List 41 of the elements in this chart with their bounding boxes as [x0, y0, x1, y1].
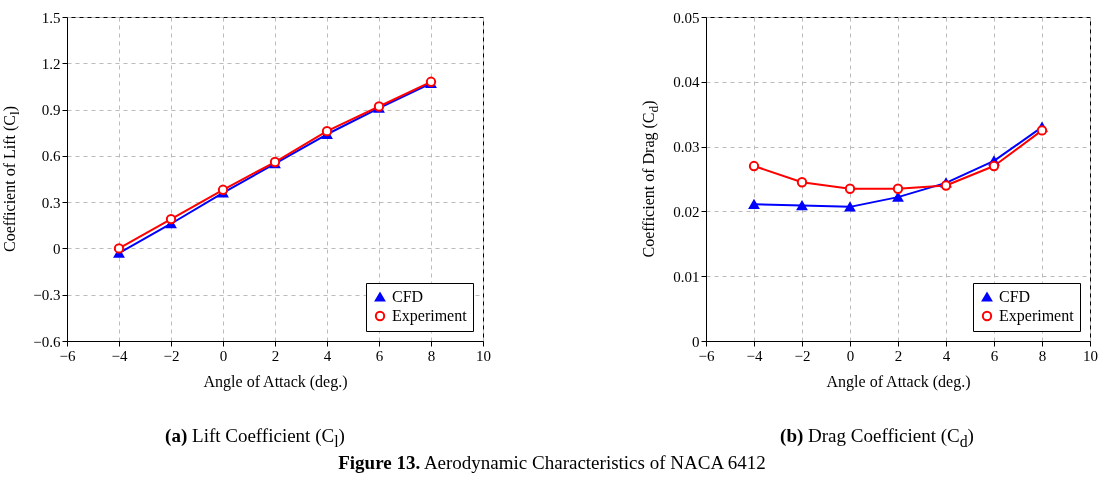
x-axis-title: Angle of Attack (deg.)	[826, 372, 971, 391]
y-tick-label: 0.05	[673, 9, 700, 26]
legend-label: CFD	[392, 288, 424, 305]
x-tick-label: −2	[794, 347, 811, 364]
x-tick-label: 4	[942, 347, 951, 364]
caption: Figure 13. Aerodynamic Characteristics of NACA 6412	[338, 452, 766, 473]
x-tick-label: 2	[894, 347, 903, 364]
y-tick-label: 0.04	[673, 74, 700, 91]
x-tick-label: −6	[698, 347, 715, 364]
text: (a) Lift Coefficient (C$_{l}$)	[165, 425, 345, 450]
x-tick-label: 10	[1083, 347, 1098, 364]
x-tick-label: 4	[323, 347, 332, 364]
y-tick-label: 0.01	[673, 268, 700, 285]
y-tick-label: 0.9	[41, 102, 61, 119]
x-tick-label: −4	[746, 347, 763, 364]
legend-label: CFD	[999, 288, 1031, 305]
x-tick-label: 0	[219, 347, 228, 364]
legend-label: Experiment	[392, 307, 468, 325]
text: (b) Drag Coefficient (C$_{d}$)	[780, 425, 974, 450]
y-tick-label: −0.3	[33, 287, 61, 304]
y-tick-label: 1.5	[41, 9, 61, 26]
x-tick-label: −6	[59, 347, 76, 364]
y-tick-label: 0	[53, 240, 61, 257]
x-tick-label: 6	[990, 347, 999, 364]
x-tick-label: −4	[111, 347, 128, 364]
x-tick-label: 6	[375, 347, 384, 364]
legend-label: Experiment	[999, 307, 1075, 325]
x-tick-label: 8	[427, 347, 436, 364]
x-tick-label: 10	[476, 347, 491, 364]
y-tick-label: 0.02	[673, 203, 700, 220]
x-tick-label: 8	[1038, 347, 1047, 364]
y-tick-label: 0	[692, 333, 700, 350]
y-tick-label: 0.6	[41, 148, 61, 165]
y-tick-label: 1.2	[41, 55, 61, 72]
y-tick-label: 0.03	[673, 139, 700, 156]
x-tick-label: −2	[163, 347, 180, 364]
x-tick-label: 0	[846, 347, 855, 364]
x-axis-title: Angle of Attack (deg.)	[203, 372, 348, 391]
x-tick-label: 2	[271, 347, 280, 364]
y-tick-label: −0.6	[33, 333, 61, 350]
y-tick-label: 0.3	[41, 194, 61, 211]
